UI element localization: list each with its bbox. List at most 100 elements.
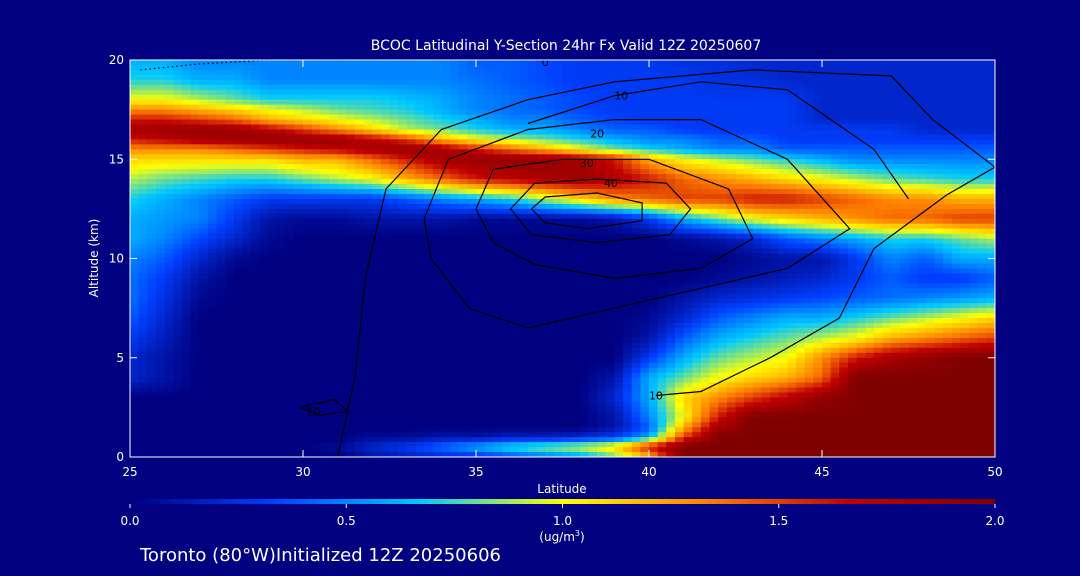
heatmap-cell <box>839 233 849 240</box>
heatmap-cell <box>813 198 823 205</box>
heatmap-cell <box>605 109 615 116</box>
heatmap-cell <box>891 124 901 131</box>
heatmap-cell <box>683 144 693 150</box>
heatmap-cell <box>294 60 304 66</box>
heatmap-cell <box>804 193 814 200</box>
heatmap-cell <box>216 273 226 279</box>
heatmap-cell <box>588 139 598 145</box>
heatmap-cell <box>571 248 581 255</box>
heatmap-cell <box>406 303 417 309</box>
heatmap-cell <box>536 109 546 116</box>
heatmap-cell <box>969 243 979 250</box>
heatmap-cell <box>363 114 373 121</box>
heatmap-cell <box>389 169 399 175</box>
heatmap-cell <box>934 283 944 289</box>
heatmap-cell <box>527 293 538 299</box>
heatmap-cell <box>424 198 434 205</box>
heatmap-cell <box>519 124 529 131</box>
heatmap-cell <box>501 124 512 131</box>
heatmap-cell <box>657 253 667 260</box>
heatmap-cell <box>372 129 382 136</box>
heatmap-cell <box>735 233 745 240</box>
heatmap-cell <box>285 193 295 200</box>
heatmap-cell <box>718 303 728 309</box>
heatmap-cell <box>631 213 641 220</box>
heatmap-cell <box>380 139 391 145</box>
heatmap-cell <box>545 208 555 215</box>
heatmap-cell <box>458 243 468 250</box>
heatmap-cell <box>873 213 884 220</box>
heatmap-cell <box>562 144 572 150</box>
heatmap-cell <box>277 198 287 205</box>
heatmap-cell <box>346 268 356 274</box>
heatmap-cell <box>519 164 529 170</box>
heatmap-cell <box>649 159 659 165</box>
heatmap-cell <box>657 124 667 131</box>
heatmap-cell <box>251 243 261 250</box>
heatmap-cell <box>190 223 200 230</box>
heatmap-cell <box>649 184 659 190</box>
heatmap-cell <box>778 198 788 205</box>
heatmap-cell <box>285 79 295 86</box>
heatmap-cell <box>406 60 417 66</box>
heatmap-cell <box>476 184 486 190</box>
heatmap-cell <box>787 179 797 185</box>
heatmap-cell <box>294 174 304 180</box>
heatmap-cell <box>597 233 607 240</box>
heatmap-cell <box>839 169 849 175</box>
heatmap-cell <box>579 69 590 76</box>
heatmap-cell <box>320 179 330 185</box>
heatmap-cell <box>700 134 711 140</box>
heatmap-cell <box>796 179 806 185</box>
heatmap-cell <box>510 198 520 205</box>
heatmap-cell <box>579 198 590 205</box>
heatmap-cell <box>683 134 693 140</box>
heatmap-cell <box>216 79 226 86</box>
heatmap-cell <box>735 263 745 270</box>
heatmap-cell <box>415 268 425 274</box>
heatmap-cell <box>804 268 814 274</box>
heatmap-cell <box>311 278 321 284</box>
heatmap-cell <box>588 60 598 66</box>
heatmap-cell <box>337 189 347 195</box>
heatmap-cell <box>977 79 987 86</box>
heatmap-cell <box>908 283 918 289</box>
heatmap-cell <box>631 119 641 126</box>
heatmap-cell <box>770 218 780 225</box>
heatmap-cell <box>683 233 693 240</box>
heatmap-cell <box>925 293 936 299</box>
heatmap-cell <box>683 94 693 101</box>
heatmap-cell <box>796 94 806 101</box>
heatmap-cell <box>432 203 442 210</box>
heatmap-cell <box>216 149 226 155</box>
heatmap-cell <box>527 139 538 145</box>
heatmap-cell <box>960 149 970 155</box>
heatmap-cell <box>294 278 304 284</box>
heatmap-cell <box>761 144 771 150</box>
heatmap-cell <box>597 129 607 136</box>
heatmap-cell <box>484 203 494 210</box>
heatmap-cell <box>943 134 953 140</box>
heatmap-cell <box>216 69 226 76</box>
heatmap-cell <box>657 154 667 160</box>
heatmap-cell <box>484 134 494 140</box>
heatmap-cell <box>493 223 503 230</box>
heatmap-cell <box>605 298 615 304</box>
heatmap-cell <box>294 203 304 210</box>
heatmap-cell <box>225 79 235 86</box>
heatmap-cell <box>207 139 218 145</box>
heatmap-cell <box>476 69 486 76</box>
heatmap-cell <box>943 99 953 106</box>
heatmap-cell <box>735 228 745 235</box>
heatmap-cell <box>856 193 866 200</box>
heatmap-cell <box>882 94 892 101</box>
heatmap-cell <box>865 268 875 274</box>
heatmap-cell <box>865 104 875 111</box>
heatmap-cell <box>432 258 442 265</box>
heatmap-cell <box>259 164 269 170</box>
heatmap-cell <box>311 233 321 240</box>
heatmap-cell <box>251 119 261 126</box>
heatmap-cell <box>242 139 252 145</box>
heatmap-cell <box>311 129 321 136</box>
heatmap-cell <box>147 258 157 265</box>
